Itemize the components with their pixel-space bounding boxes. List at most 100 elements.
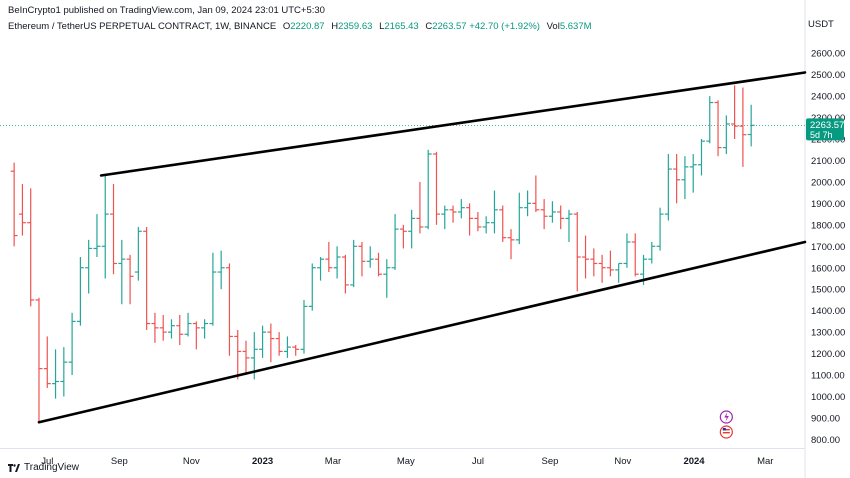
countdown-label: 5d 7h (810, 130, 833, 140)
close-value: 2263.57 (432, 21, 467, 32)
price-tick-label: 900.00 (811, 413, 840, 424)
ohlc-bar (275, 332, 283, 356)
ohlc-bar (698, 139, 705, 176)
close-key: C (425, 21, 433, 32)
ohlc-bar (714, 100, 722, 157)
ohlc-bar (747, 104, 755, 147)
ohlc-bar (466, 203, 474, 236)
ohlc-bar (648, 242, 656, 264)
ohlc-bar (101, 175, 109, 279)
ohlc-bar (93, 214, 101, 258)
footer-brand: TradingView (8, 462, 79, 473)
ohlc-bar (110, 184, 117, 275)
ohlc-bar (615, 262, 623, 283)
price-tick-label: 1200.00 (811, 349, 845, 360)
price-tick-label: 1500.00 (811, 285, 845, 296)
ohlc-bar (375, 252, 382, 277)
ohlc-bar (159, 314, 167, 341)
ohlc-bar (43, 336, 51, 388)
change-value: +42.70 (+1.92%) (469, 21, 540, 32)
ohlc-bar (325, 242, 333, 273)
ohlc-bar (524, 190, 532, 217)
trendline (37, 240, 807, 424)
flag-canton (722, 428, 726, 431)
ohlc-bar (35, 297, 43, 423)
ohlc-bar (52, 349, 60, 399)
ohlc-bar (209, 252, 217, 326)
ohlc-bar (540, 199, 548, 230)
ohlc-bar (590, 248, 598, 277)
ohlc-bar (416, 181, 424, 234)
ohlc-bar (60, 347, 68, 397)
ohlc-bar (317, 257, 325, 281)
ohlc-bar (267, 323, 275, 363)
time-tick-label: Sep (111, 456, 128, 467)
ohlc-bar (731, 85, 739, 139)
ohlc-bar (76, 257, 84, 326)
price-tick-label: 1400.00 (811, 306, 845, 317)
time-tick-label: Sep (541, 456, 558, 467)
ohlc-bar (366, 246, 374, 268)
open-value: 2220.87 (290, 21, 325, 32)
ohlc-bar (582, 235, 590, 279)
ohlc-bar (433, 151, 440, 225)
time-tick-label: May (397, 456, 415, 467)
current-price-tag (806, 118, 844, 141)
ohlc-bar (565, 209, 573, 242)
ohlc-bar (143, 226, 151, 330)
symbol-title: Ethereum / TetherUS PERPETUAL CONTRACT, … (8, 21, 277, 32)
time-tick-label: Mar (757, 456, 773, 467)
ohlc-bar (201, 319, 209, 339)
ohlc-bar (515, 192, 523, 245)
ohlc-bar (474, 211, 482, 232)
ohlc-bar (85, 239, 93, 294)
time-tick-label: Nov (183, 456, 200, 467)
price-tick-label: 2400.00 (811, 92, 845, 103)
flag-stripe (722, 429, 730, 431)
ohlc-bar (176, 314, 184, 345)
price-tick-label: 2000.00 (811, 177, 845, 188)
ohlc-bar (308, 263, 316, 311)
price-tick-label: 1000.00 (811, 392, 845, 403)
ohlc-bar (283, 336, 291, 358)
price-tick-label: 2500.00 (811, 70, 845, 81)
ohlc-bar (184, 312, 192, 337)
ohlc-bar (126, 254, 134, 305)
ohlc-bar (606, 250, 614, 277)
ohlc-bar (532, 175, 540, 212)
ohlc-bar (399, 224, 407, 249)
price-tick-label: 1900.00 (811, 199, 845, 210)
ohlc-bar (259, 325, 267, 358)
ohlc-bar (499, 205, 507, 242)
ohlc-bar (192, 321, 200, 350)
tradingview-logo-icon (8, 463, 20, 472)
ohlc-bar (300, 299, 308, 354)
ohlc-bar (118, 239, 126, 305)
ohlc-bar (341, 254, 349, 294)
ohlc-bar (10, 162, 18, 247)
flag-stripe (722, 432, 730, 434)
ohlc-bar (664, 154, 672, 221)
low-value: 2165.43 (384, 21, 419, 32)
open-key: O (282, 21, 291, 32)
time-tick-label: Jul (472, 456, 484, 467)
time-tick-label: Nov (614, 456, 631, 467)
ohlc-bar (673, 154, 681, 204)
ohlc-bar (656, 207, 664, 251)
ohlc-bar (408, 209, 416, 249)
current-price-label: 2263.57 (810, 120, 844, 131)
ohlc-bar (391, 214, 399, 270)
high-key: H (331, 21, 339, 32)
time-tick-label: 2023 (252, 456, 273, 467)
price-tick-label: 2600.00 (811, 49, 845, 60)
ohlc-bar (27, 188, 35, 307)
price-tick-label: 1800.00 (811, 220, 845, 231)
price-tick-label: 1700.00 (811, 242, 845, 253)
ohlc-bar (457, 199, 465, 219)
volume-value: 5.637M (559, 21, 592, 32)
ohlc-bar (383, 259, 391, 298)
ohlc-bar (242, 340, 250, 376)
ohlc-bar (18, 184, 26, 236)
ohlc-bar (68, 312, 76, 376)
